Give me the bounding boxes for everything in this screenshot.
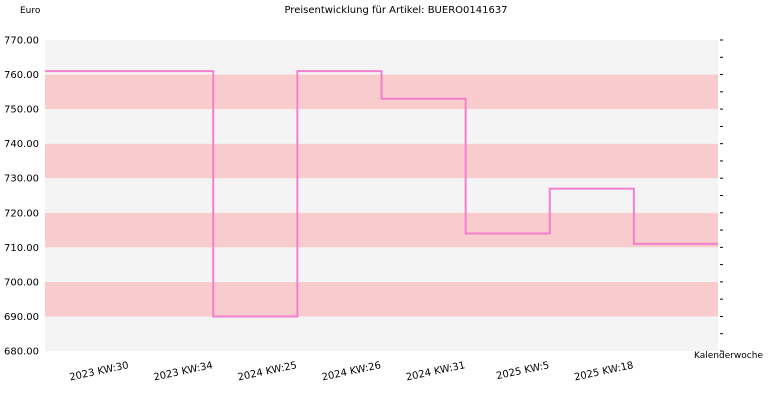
background-band — [45, 316, 718, 351]
chart-title: Preisentwicklung für Artikel: BUERO01416… — [284, 5, 507, 16]
x-tick-label: 2024 KW:25 — [237, 360, 298, 383]
background-band — [45, 178, 718, 213]
y-tick-label: 750.00 — [4, 105, 39, 116]
x-tick-label: 2023 KW:30 — [69, 360, 130, 383]
x-axis-label: Kalenderwoche — [694, 351, 763, 361]
background-band — [45, 212, 718, 248]
price-line — [45, 70, 718, 318]
y-tick-label: 720.00 — [4, 208, 39, 219]
y-tick-label: 770.00 — [4, 36, 39, 47]
x-tick-label: 2025 KW:5 — [495, 360, 550, 382]
x-tick-label: 2023 KW:34 — [153, 360, 214, 383]
background-band — [45, 109, 718, 144]
background-band — [45, 281, 718, 317]
y-tick-label: 730.00 — [4, 174, 39, 185]
x-tick-label: 2025 KW:18 — [573, 360, 634, 383]
y-tick-label: 740.00 — [4, 139, 39, 150]
x-tick-label: 2024 KW:26 — [321, 360, 382, 383]
background-band — [45, 247, 718, 282]
y-tick-label: 710.00 — [4, 243, 39, 254]
y-tick-label: 690.00 — [4, 312, 39, 323]
background-band — [45, 143, 718, 179]
y-tick-label: 680.00 — [4, 347, 39, 358]
background-band — [45, 40, 718, 75]
x-tick-label: 2024 KW:31 — [405, 360, 466, 383]
y-tick-label: 760.00 — [4, 70, 39, 81]
y-axis-label: Euro — [20, 6, 41, 16]
y-tick-label: 700.00 — [4, 277, 39, 288]
